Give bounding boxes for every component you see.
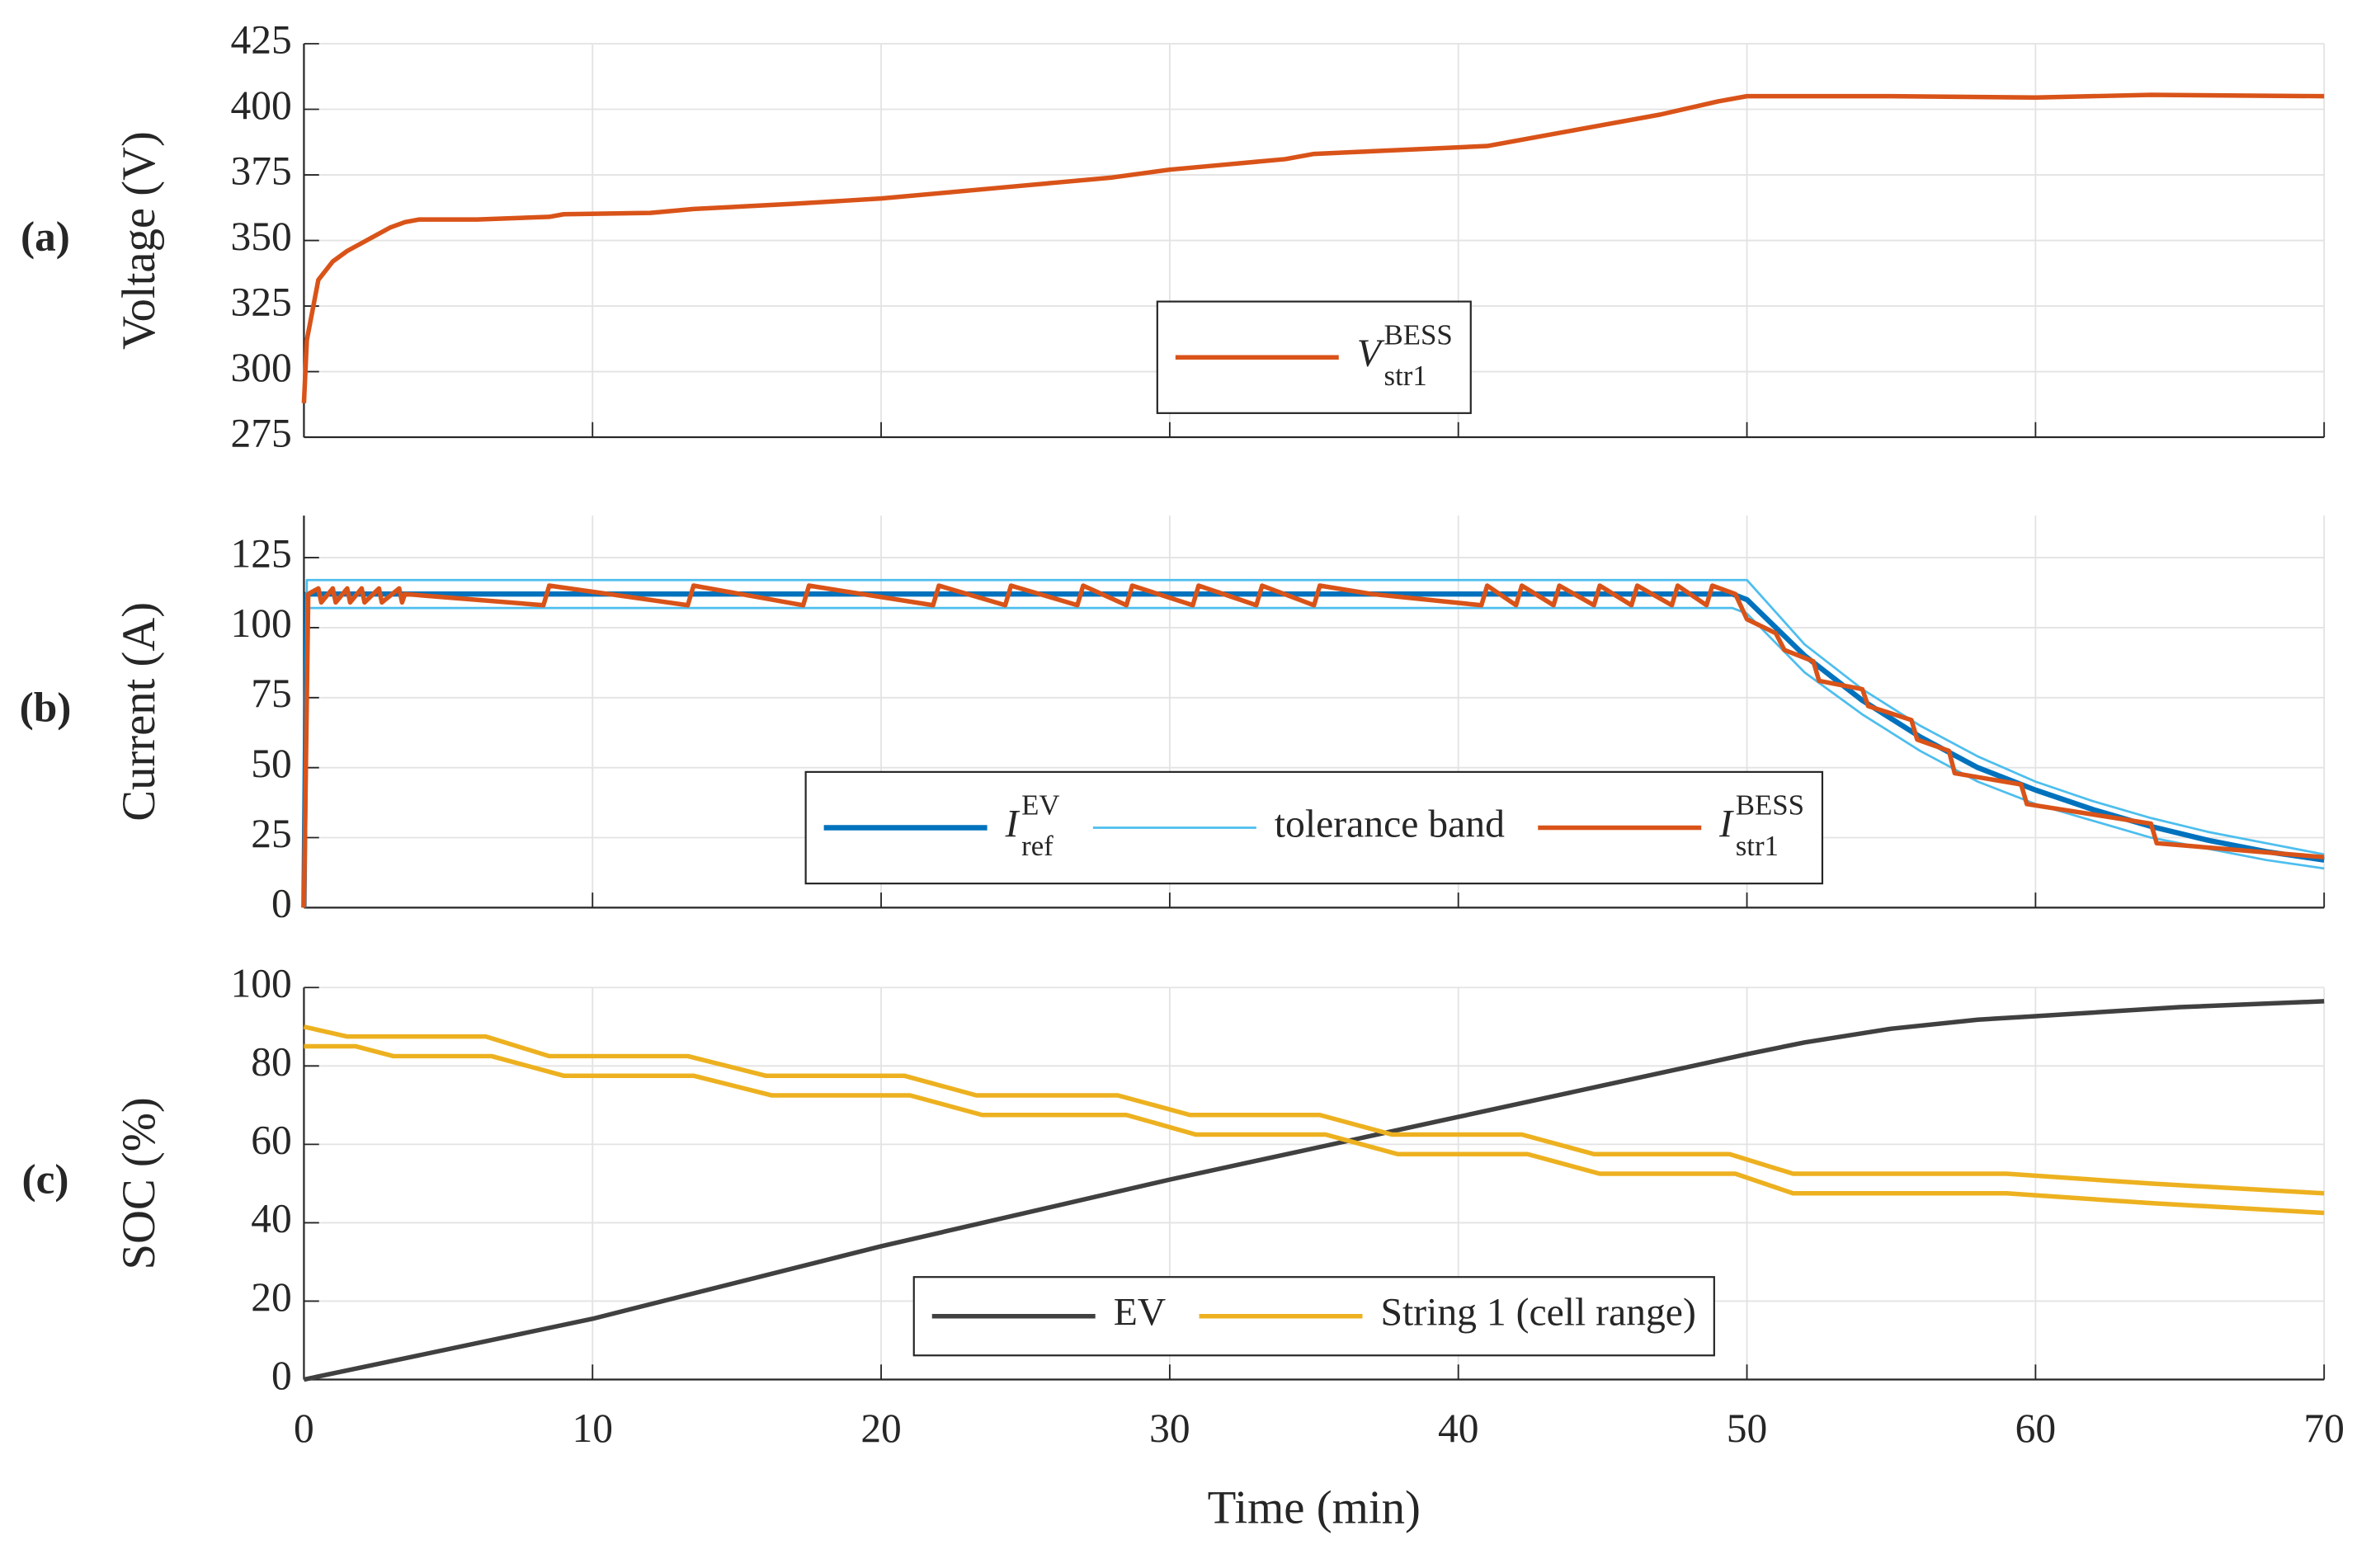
y-tick-label: 20: [251, 1274, 291, 1320]
legend-sub: ref: [1021, 830, 1054, 862]
y-tick-label: 50: [251, 741, 291, 786]
x-tick-label: 30: [1149, 1406, 1190, 1451]
x-tick-label: 20: [860, 1406, 901, 1451]
y-tick-label: 60: [251, 1118, 291, 1163]
data-line: [304, 1043, 2325, 1216]
y-tick-label: 40: [251, 1196, 291, 1241]
legend-sup: BESS: [1736, 789, 1804, 822]
legend-sub: str1: [1384, 360, 1427, 392]
legend-sup: EV: [1021, 789, 1059, 822]
x-tick-label: 0: [294, 1406, 314, 1451]
legend-label: I: [1718, 803, 1734, 845]
legend-sup: BESS: [1384, 318, 1453, 351]
legend-label: I: [1005, 803, 1021, 845]
y-tick-label: 25: [251, 811, 291, 856]
panel-label: (b): [20, 685, 72, 732]
data-line: [303, 1024, 2325, 1196]
y-axis-label: Voltage (V): [113, 131, 165, 350]
x-tick-label: 60: [2015, 1406, 2056, 1451]
legend: V BESS str1: [1156, 300, 1472, 414]
y-axis-label: Current (A): [113, 602, 165, 822]
x-tick-label: 70: [2303, 1406, 2344, 1451]
y-tick-label: 100: [231, 600, 292, 646]
y-tick-label: 425: [231, 16, 292, 62]
y-tick-label: 75: [251, 671, 291, 716]
x-axis-label: Time (min): [1208, 1481, 1421, 1533]
legend: EV String 1 (cell range): [912, 1276, 1715, 1357]
y-tick-label: 375: [231, 148, 292, 193]
y-tick-label: 300: [231, 345, 292, 390]
y-tick-label: 125: [231, 530, 292, 576]
legend-sub: str1: [1736, 830, 1779, 862]
x-tick-label: 10: [573, 1406, 613, 1451]
legend-label: EV: [1114, 1292, 1167, 1335]
y-tick-label: 100: [231, 961, 292, 1006]
y-axis-label: SOC (%): [113, 1097, 165, 1269]
legend-label: V: [1357, 332, 1385, 375]
data-line: [301, 92, 2325, 403]
y-tick-label: 0: [271, 881, 292, 926]
y-tick-label: 400: [231, 82, 292, 128]
x-tick-label: 40: [1438, 1406, 1478, 1451]
y-tick-label: 0: [271, 1353, 292, 1398]
y-tick-label: 275: [231, 410, 292, 455]
data-line: [303, 999, 2325, 1382]
y-tick-label: 350: [231, 214, 292, 259]
y-tick-label: 325: [231, 279, 292, 324]
panel-label: (a): [21, 213, 70, 260]
legend-label: tolerance band: [1275, 803, 1505, 845]
data-line: [303, 578, 2325, 908]
data-line: [301, 583, 2325, 908]
panel-label: (c): [22, 1156, 69, 1203]
x-tick-label: 50: [1727, 1406, 1767, 1451]
y-tick-label: 80: [251, 1039, 291, 1085]
legend-label: String 1 (cell range): [1381, 1292, 1696, 1335]
